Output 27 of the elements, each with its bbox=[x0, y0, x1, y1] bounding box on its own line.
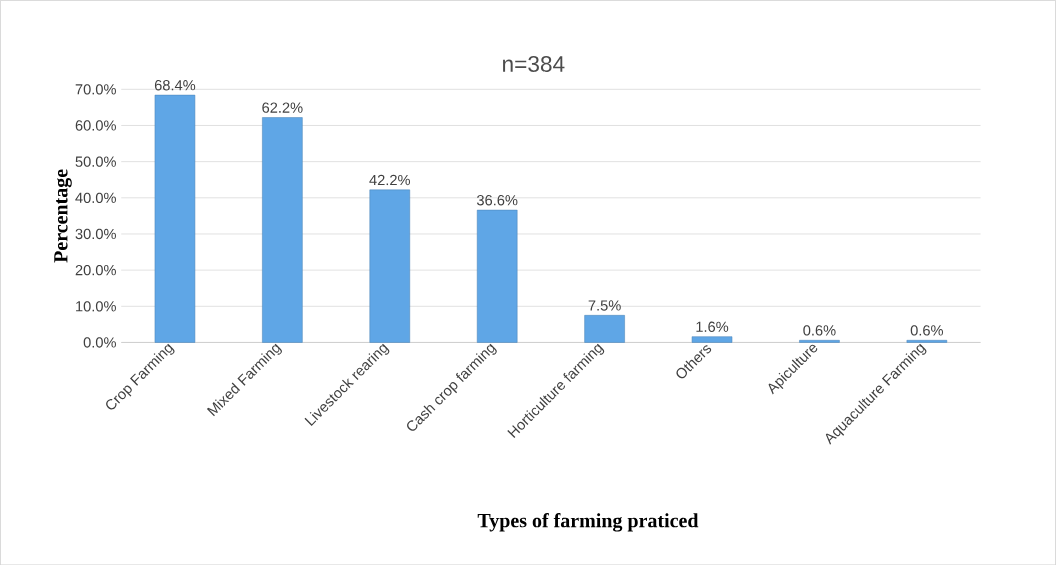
y-tick-label: 60.0% bbox=[75, 120, 116, 131]
y-axis-title: Percentage bbox=[54, 169, 72, 263]
data-label: 1.6% bbox=[696, 321, 729, 332]
bar bbox=[476, 209, 518, 343]
y-tick-label: 20.0% bbox=[75, 264, 116, 276]
x-axis-title: Types of farming praticed bbox=[477, 512, 699, 532]
data-label: 36.6% bbox=[476, 194, 518, 206]
data-label: 68.4% bbox=[154, 79, 196, 91]
bar bbox=[369, 189, 411, 343]
bar bbox=[262, 117, 303, 343]
bar bbox=[906, 339, 948, 343]
y-tick-label: 30.0% bbox=[75, 228, 116, 239]
data-label: 62.2% bbox=[262, 102, 303, 113]
bar bbox=[154, 94, 196, 343]
data-label: 42.2% bbox=[369, 174, 411, 185]
bar bbox=[584, 314, 625, 343]
chart-title: n=384 bbox=[503, 55, 565, 72]
y-tick-label: 40.0% bbox=[75, 192, 116, 203]
y-tick-label: 10.0% bbox=[76, 300, 116, 312]
y-tick-label: 0.0% bbox=[83, 337, 116, 348]
bar bbox=[799, 339, 840, 343]
data-label: 0.6% bbox=[803, 325, 836, 336]
y-tick-label: 70.0% bbox=[75, 83, 116, 95]
bar bbox=[691, 336, 733, 343]
y-tick-label: 50.0% bbox=[75, 156, 116, 167]
data-label: 0.6% bbox=[910, 325, 944, 336]
data-label: 7.5% bbox=[588, 300, 621, 311]
